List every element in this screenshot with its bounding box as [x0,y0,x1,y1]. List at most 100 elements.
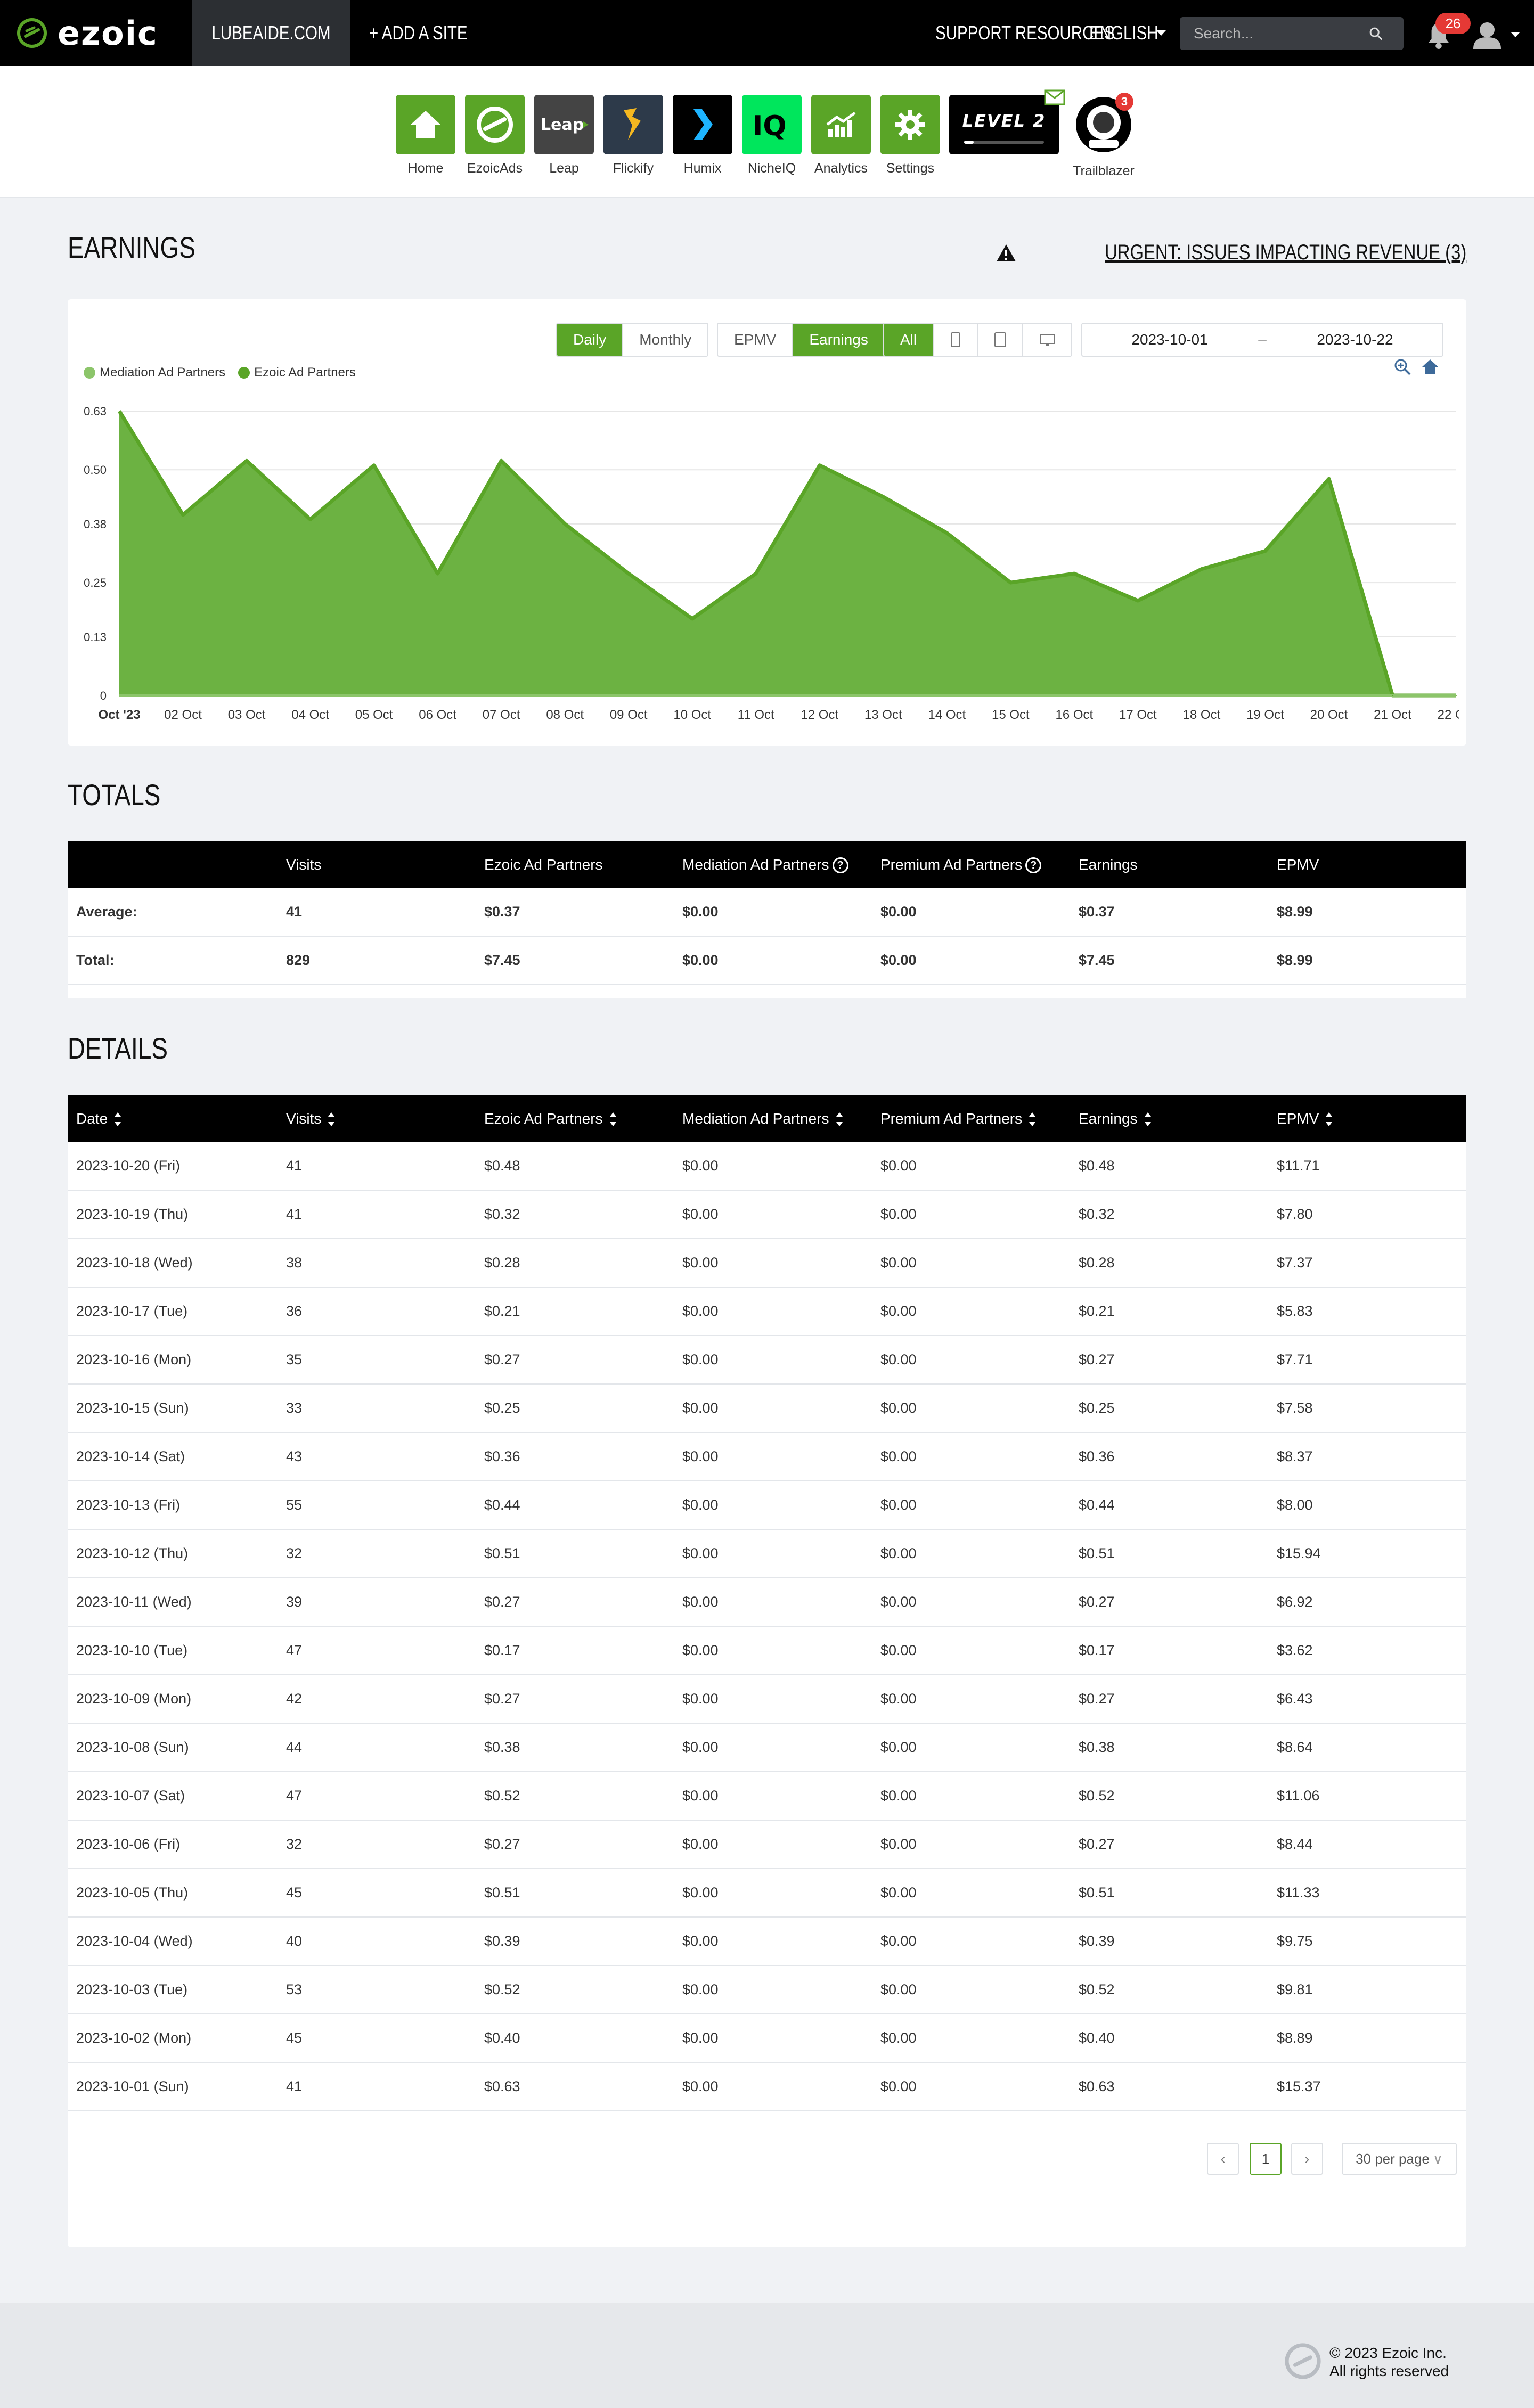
cell-mediation: $0.00 [682,1788,719,1804]
epmv-button[interactable]: EPMV [718,324,794,356]
data-point[interactable] [1456,695,1457,696]
app-ezoicads[interactable]: EzoicAds [465,95,525,176]
help-icon[interactable]: ? [1025,857,1042,874]
data-point[interactable] [373,464,375,466]
cell-date: 2023-10-09 (Mon) [76,1691,192,1707]
header-label: Premium Ad Partners [880,1110,1023,1127]
level-label: LEVEL 2 [962,111,1046,131]
help-icon[interactable]: ? [832,857,848,874]
app-leap[interactable]: Leap Leap [534,95,594,176]
legend-ezoic[interactable]: Ezoic Ad Partners [238,365,356,380]
tablet-button[interactable] [978,324,1024,356]
data-point[interactable] [883,496,884,498]
table-row: 2023-10-15 (Sun) 33 $0.25 $0.00 $0.00 $0.25 $7… [68,1385,1466,1433]
details-title-text: DETAILS [68,1031,168,1065]
header-date[interactable]: Date [76,1110,121,1128]
cell-visits: 45 [286,1885,303,1901]
data-point[interactable] [119,411,120,412]
data-point[interactable] [564,523,566,525]
cell-date: 2023-10-02 (Mon) [76,2030,192,2046]
app-bar: Home EzoicAds Leap Leap Flickify Humix I… [0,66,1534,198]
sort-icon[interactable] [1325,1111,1333,1127]
reset-zoom-home-icon[interactable] [1421,358,1439,376]
app-label: Humix [683,161,722,176]
ezoic-logo[interactable]: ezoic [16,14,158,53]
support-resources-link[interactable]: SUPPORT RESOURCES [935,0,1154,66]
data-point[interactable] [691,618,693,619]
cell-ezoic: $0.25 [484,1400,520,1416]
data-point[interactable] [1328,478,1329,480]
sort-icon[interactable] [609,1111,617,1127]
app-flickify[interactable]: Flickify [603,95,663,176]
date-to[interactable]: 2023-10-22 [1317,331,1393,348]
data-point[interactable] [1010,582,1011,584]
data-point[interactable] [182,514,184,515]
daily-button[interactable]: Daily [557,324,624,356]
all-devices-button[interactable]: All [884,324,934,356]
desktop-button[interactable] [1023,324,1072,356]
header-ezoic[interactable]: Ezoic Ad Partners [484,1110,617,1128]
data-point[interactable] [309,519,311,520]
sort-icon[interactable] [328,1111,335,1127]
cell-ezoic: $0.27 [484,1836,520,1852]
data-point[interactable] [1201,568,1202,570]
urgent-issues-link[interactable]: URGENT: ISSUES IMPACTING REVENUE (3) [996,241,1466,265]
prev-page-button[interactable]: ‹ [1207,2143,1239,2175]
data-point[interactable] [819,464,820,466]
page-1-button[interactable]: 1 [1250,2143,1282,2175]
monthly-button[interactable]: Monthly [623,324,708,356]
data-point[interactable] [437,573,438,575]
sort-icon[interactable] [1029,1111,1036,1127]
mobile-button[interactable] [934,324,979,356]
user-avatar-icon[interactable] [1471,21,1503,49]
sort-icon[interactable] [1144,1111,1152,1127]
cell-premium: $0.00 [880,2078,917,2094]
header-earnings[interactable]: Earnings [1079,1110,1152,1128]
header-mediation[interactable]: Mediation Ad Partners [682,1110,843,1128]
add-site-link[interactable]: + ADD A SITE [369,0,489,66]
date-from[interactable]: 2023-10-01 [1131,331,1208,348]
data-point[interactable] [246,460,248,462]
data-point[interactable] [1073,573,1075,575]
mail-icon[interactable] [1044,89,1065,105]
app-settings[interactable]: Settings [880,95,940,176]
x-tick-label: 22 Oct [1438,708,1459,722]
app-home[interactable]: Home [396,95,455,176]
legend-mediation[interactable]: Mediation Ad Partners [84,365,225,380]
trailblazer-link[interactable]: Trailblazer [1072,95,1136,179]
language-dropdown[interactable]: ENGLISH [1089,0,1166,66]
app-analytics[interactable]: Analytics [811,95,871,176]
data-point[interactable] [1137,600,1139,601]
header-epmv[interactable]: EPMV [1277,1110,1333,1128]
search-input[interactable] [1193,24,1368,43]
x-tick-label: 15 Oct [992,708,1030,722]
header-visits[interactable]: Visits [286,1110,335,1128]
level-progress-bar [964,141,1044,144]
search-icon[interactable] [1368,26,1383,41]
sort-icon[interactable] [114,1111,121,1127]
date-separator: – [1258,331,1267,348]
data-point[interactable] [628,573,630,575]
header-premium[interactable]: Premium Ad Partners [880,1110,1036,1128]
cell-visits: 42 [286,1691,303,1707]
table-row: 2023-10-11 (Wed) 39 $0.27 $0.00 $0.00 $0.27 $6… [68,1578,1466,1627]
table-row: 2023-10-17 (Tue) 36 $0.21 $0.00 $0.00 $0.21 $5… [68,1288,1466,1336]
app-humix[interactable]: Humix [673,95,732,176]
user-menu-chevron-icon[interactable] [1511,32,1520,37]
per-page-select[interactable]: 30 per page ∨ [1342,2143,1457,2175]
app-nicheiq[interactable]: IQ NicheIQ [742,95,802,176]
cell-date: 2023-10-03 (Tue) [76,1981,188,1997]
zoom-in-icon[interactable] [1393,358,1411,376]
next-page-button[interactable]: › [1291,2143,1323,2175]
date-range-picker[interactable]: 2023-10-01 – 2023-10-22 [1081,323,1443,357]
data-point[interactable] [501,460,502,462]
data-point[interactable] [755,573,757,575]
level-badge[interactable]: LEVEL 2 [949,95,1059,154]
cell-ezoic: $0.52 [484,1981,520,1997]
data-point[interactable] [1264,550,1266,552]
sort-icon[interactable] [836,1111,843,1127]
earnings-button[interactable]: Earnings [793,324,884,356]
data-point[interactable] [946,532,948,534]
site-selector[interactable]: LUBEAIDE.COM [192,0,350,66]
data-point[interactable] [1392,695,1393,696]
